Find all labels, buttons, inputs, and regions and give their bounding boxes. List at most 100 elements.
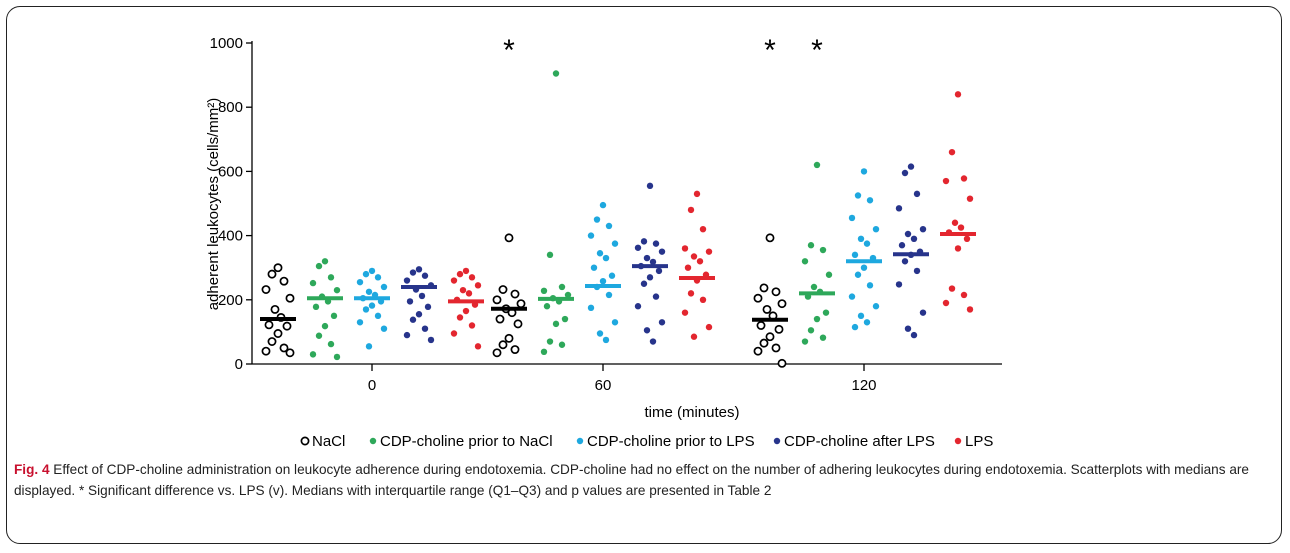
data-point (611, 240, 619, 247)
data-point (910, 235, 918, 243)
data-point (690, 253, 698, 260)
data-point (753, 346, 763, 356)
data-point (415, 311, 423, 318)
data-point (264, 320, 274, 330)
data-point (513, 319, 523, 329)
data-point (771, 343, 781, 353)
data-point (960, 291, 968, 299)
data-point (492, 295, 502, 305)
y-tick-label: 200 (218, 292, 243, 309)
data-point (456, 314, 464, 321)
data-point (866, 282, 874, 289)
data-point (643, 254, 651, 262)
data-point (564, 291, 572, 299)
data-point (540, 287, 548, 295)
data-point (904, 325, 912, 332)
data-point (587, 232, 595, 239)
data-point (907, 163, 915, 170)
data-point (860, 264, 868, 271)
data-point (963, 235, 971, 243)
data-point (421, 325, 429, 332)
data-point (462, 307, 470, 315)
legend-label: LPS (965, 433, 993, 450)
data-point (854, 271, 862, 278)
data-point (813, 161, 821, 169)
data-point (421, 272, 429, 279)
data-point (596, 250, 604, 257)
data-point (315, 332, 323, 339)
data-point (315, 262, 323, 270)
data-point (374, 312, 382, 320)
data-point (279, 343, 289, 353)
data-point (860, 168, 868, 175)
data-point (415, 266, 423, 273)
data-point (646, 274, 654, 281)
data-point (759, 338, 769, 348)
legend-marker (773, 437, 781, 445)
data-point (872, 303, 880, 310)
legend-label: CDP-choline prior to NaCl (380, 433, 553, 450)
data-point (261, 346, 271, 356)
data-point (813, 315, 821, 323)
data-point (759, 283, 769, 293)
data-point (409, 269, 417, 276)
caption-text: Effect of CDP-choline administration on … (14, 462, 1249, 498)
data-point (851, 251, 859, 259)
data-point (848, 293, 856, 300)
data-point (368, 302, 376, 309)
data-point (418, 292, 426, 300)
data-point (919, 309, 927, 316)
data-point (380, 325, 388, 332)
data-point (640, 238, 648, 245)
data-point (267, 269, 277, 279)
data-point (327, 340, 335, 348)
y-tick-label: 800 (218, 99, 243, 116)
data-point (510, 289, 520, 299)
data-point (857, 235, 865, 243)
data-point (546, 338, 554, 345)
data-point (801, 338, 809, 345)
data-point (705, 323, 713, 331)
data-point (825, 271, 833, 278)
data-point (365, 288, 373, 295)
data-point (409, 316, 417, 323)
data-point (596, 330, 604, 337)
data-point (365, 343, 373, 350)
legend-marker (954, 437, 962, 445)
data-point (608, 272, 616, 279)
figure-frame (6, 6, 1282, 544)
data-point (942, 299, 950, 307)
data-point (593, 216, 601, 223)
data-point (652, 293, 660, 300)
data-point (558, 341, 566, 348)
data-point (819, 334, 827, 341)
data-point (658, 319, 666, 326)
data-point (561, 315, 569, 323)
data-point (646, 182, 654, 190)
legend-marker (576, 437, 584, 445)
y-axis-label: adherent leukocytes (cells/mm²) (205, 98, 222, 311)
data-point (356, 319, 364, 326)
data-point (552, 320, 560, 328)
data-point (270, 304, 280, 314)
x-axis-label: time (minutes) (644, 404, 739, 421)
data-point (771, 287, 781, 297)
data-point (543, 303, 551, 310)
data-point (854, 192, 862, 199)
data-point (756, 321, 766, 330)
data-point (904, 230, 912, 238)
data-point (807, 242, 815, 249)
data-point (362, 306, 370, 313)
data-point (848, 214, 856, 222)
data-point (468, 274, 476, 281)
data-point (801, 258, 809, 265)
data-point (948, 285, 956, 292)
data-point (699, 296, 707, 303)
data-point (684, 264, 692, 271)
x-tick-label: 60 (595, 377, 612, 394)
data-point (468, 322, 476, 329)
data-point (492, 348, 502, 358)
data-point (333, 353, 341, 361)
data-point (681, 245, 689, 252)
data-point (368, 267, 376, 275)
